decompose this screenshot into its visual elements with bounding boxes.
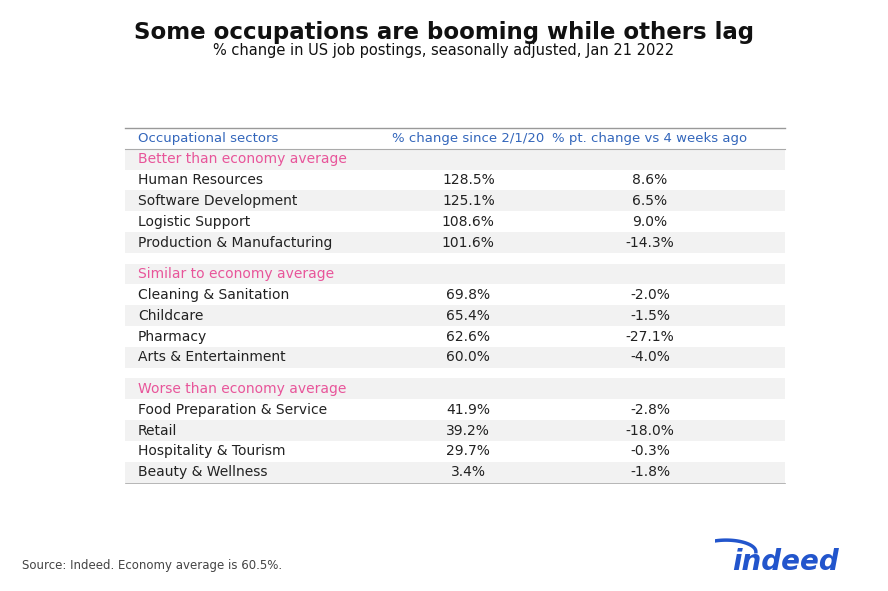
Text: 9.0%: 9.0% (632, 215, 668, 229)
Text: Source: Indeed. Economy average is 60.5%.: Source: Indeed. Economy average is 60.5%… (22, 559, 282, 572)
Text: Retail: Retail (138, 424, 178, 437)
Text: 8.6%: 8.6% (632, 173, 668, 187)
Bar (124, 462, 785, 483)
Text: -1.5%: -1.5% (630, 309, 670, 323)
Text: Occupational sectors: Occupational sectors (138, 132, 278, 145)
Text: 125.1%: 125.1% (442, 194, 495, 208)
Text: -4.0%: -4.0% (630, 350, 670, 365)
Text: Logistic Support: Logistic Support (138, 215, 250, 229)
Text: 3.4%: 3.4% (451, 465, 486, 479)
Text: Hospitality & Tourism: Hospitality & Tourism (138, 444, 285, 459)
Bar (124, 368, 785, 378)
Text: 101.6%: 101.6% (442, 236, 495, 249)
Text: 29.7%: 29.7% (447, 444, 490, 459)
Text: Similar to economy average: Similar to economy average (138, 267, 334, 281)
Bar (124, 253, 785, 264)
Text: % change in US job postings, seasonally adjusted, Jan 21 2022: % change in US job postings, seasonally … (213, 43, 675, 57)
Text: 108.6%: 108.6% (442, 215, 495, 229)
Text: -27.1%: -27.1% (626, 330, 674, 343)
Text: -0.3%: -0.3% (630, 444, 670, 459)
Text: Beauty & Wellness: Beauty & Wellness (138, 465, 267, 479)
Text: Some occupations are booming while others lag: Some occupations are booming while other… (134, 21, 754, 44)
Text: 62.6%: 62.6% (447, 330, 490, 343)
Bar (124, 420, 785, 441)
Bar (124, 170, 785, 190)
Bar (124, 326, 785, 347)
Text: Software Development: Software Development (138, 194, 297, 208)
Text: Food Preparation & Service: Food Preparation & Service (138, 402, 327, 417)
Text: -1.8%: -1.8% (630, 465, 670, 479)
Text: -14.3%: -14.3% (626, 236, 674, 249)
Bar (124, 306, 785, 326)
Bar (124, 400, 785, 420)
Text: Arts & Entertainment: Arts & Entertainment (138, 350, 286, 365)
Text: Human Resources: Human Resources (138, 173, 263, 187)
Text: 39.2%: 39.2% (447, 424, 490, 437)
Bar (124, 284, 785, 306)
Bar (124, 212, 785, 232)
Bar (124, 190, 785, 212)
Text: % pt. change vs 4 weeks ago: % pt. change vs 4 weeks ago (552, 132, 748, 145)
Text: -2.0%: -2.0% (630, 288, 670, 302)
Text: Childcare: Childcare (138, 309, 203, 323)
Text: 69.8%: 69.8% (447, 288, 490, 302)
Text: indeed: indeed (733, 548, 839, 576)
Bar (124, 264, 785, 284)
Text: 128.5%: 128.5% (442, 173, 495, 187)
Text: Cleaning & Sanitation: Cleaning & Sanitation (138, 288, 289, 302)
Bar (124, 347, 785, 368)
Bar (124, 232, 785, 253)
Text: Worse than economy average: Worse than economy average (138, 382, 346, 396)
Bar (124, 441, 785, 462)
Text: Production & Manufacturing: Production & Manufacturing (138, 236, 332, 249)
Text: 65.4%: 65.4% (447, 309, 490, 323)
Bar (124, 378, 785, 400)
Text: 60.0%: 60.0% (447, 350, 490, 365)
Bar (124, 128, 785, 149)
Text: -2.8%: -2.8% (630, 402, 670, 417)
Text: 41.9%: 41.9% (447, 402, 490, 417)
Text: -18.0%: -18.0% (625, 424, 674, 437)
Text: Better than economy average: Better than economy average (138, 152, 347, 166)
Text: % change since 2/1/20: % change since 2/1/20 (392, 132, 544, 145)
Text: 6.5%: 6.5% (632, 194, 668, 208)
Text: Pharmacy: Pharmacy (138, 330, 207, 343)
Bar (124, 149, 785, 170)
